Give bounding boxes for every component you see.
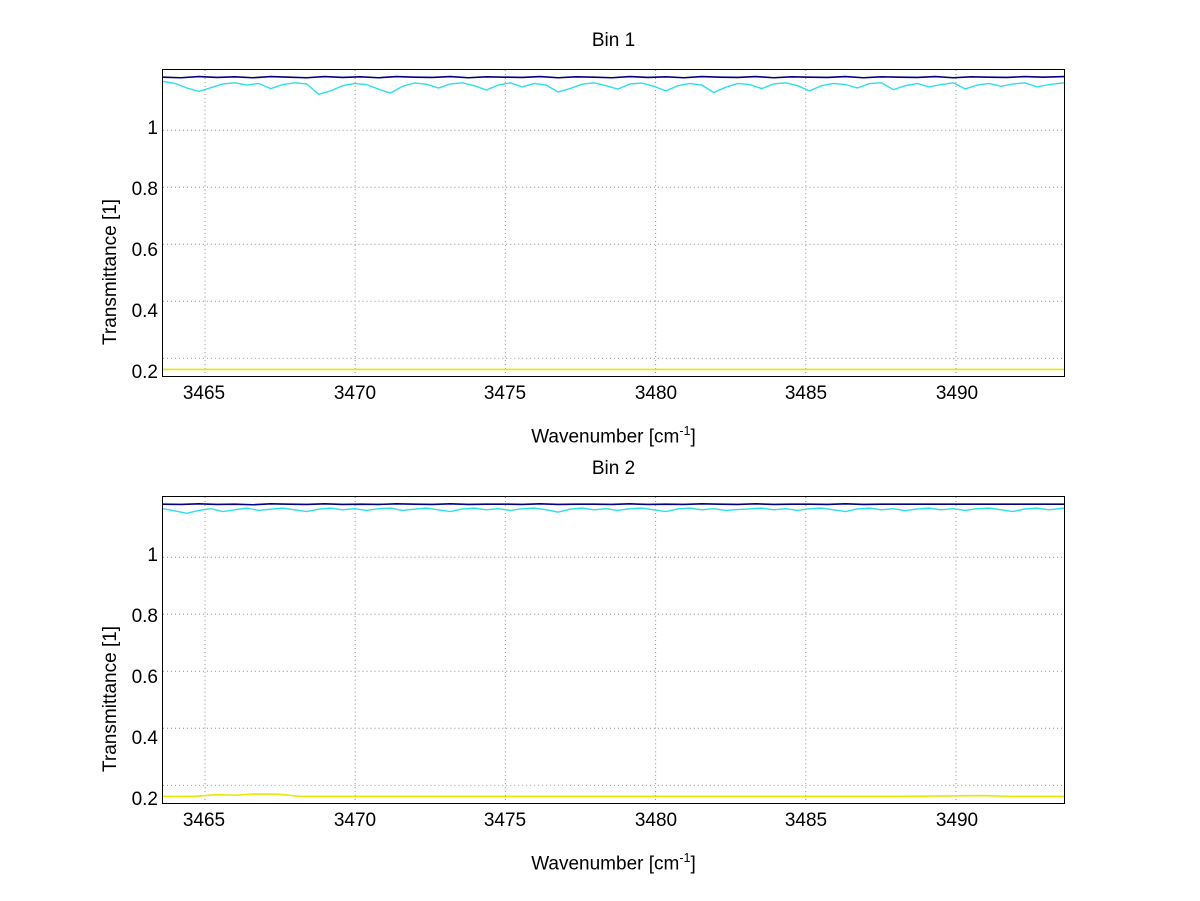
x-axis-label-pre: Wavenumber [cm bbox=[531, 853, 680, 875]
xtick-label: 3475 bbox=[483, 383, 527, 404]
plot-svg-bin-2 bbox=[163, 497, 1064, 803]
trace-cyan-lower bbox=[163, 507, 1064, 515]
xtick-label: 3465 bbox=[182, 383, 226, 404]
horizontal-gridlines bbox=[163, 129, 1064, 359]
xtick-label: 3485 bbox=[784, 383, 828, 404]
subplot-bin-2: Bin 2 0.2 0.4 0.6 0.8 1 Transmittance [1… bbox=[0, 440, 1200, 901]
xtick-label: 3480 bbox=[634, 383, 678, 404]
xtick-label: 3470 bbox=[333, 810, 377, 831]
plot-area-bin-1 bbox=[162, 69, 1065, 377]
horizontal-gridlines bbox=[163, 556, 1064, 786]
vertical-gridlines bbox=[204, 70, 957, 376]
trace-yellow-baseline bbox=[163, 793, 1064, 798]
y-axis-label: Transmittance [1] bbox=[100, 198, 121, 345]
ytick-label: 0.8 bbox=[131, 606, 158, 627]
x-axis-label-exponent: -1 bbox=[679, 851, 691, 865]
x-axis-label-exponent: -1 bbox=[679, 424, 691, 438]
ytick-label: 1 bbox=[147, 545, 158, 566]
ytick-label: 0.6 bbox=[131, 240, 158, 261]
x-axis-label-post: ] bbox=[690, 426, 696, 448]
xtick-label: 3490 bbox=[935, 383, 979, 404]
plot-area-bin-2 bbox=[162, 496, 1065, 804]
trace-navy-upper bbox=[163, 75, 1064, 79]
x-axis-label-post: ] bbox=[690, 853, 696, 875]
xtick-label: 3470 bbox=[333, 383, 377, 404]
ytick-label: 0.8 bbox=[131, 179, 158, 200]
xtick-label: 3485 bbox=[784, 810, 828, 831]
plot-svg-bin-1 bbox=[163, 70, 1064, 376]
x-axis-label: Wavenumber [cm-1] bbox=[162, 424, 1065, 448]
panel-title-bin-1: Bin 1 bbox=[591, 30, 636, 51]
x-axis-label: Wavenumber [cm-1] bbox=[162, 851, 1065, 875]
x-axis-label-pre: Wavenumber [cm bbox=[531, 426, 680, 448]
ytick-label: 0.4 bbox=[131, 301, 158, 322]
ytick-label: 0.2 bbox=[131, 362, 158, 383]
xtick-label: 3465 bbox=[182, 810, 226, 831]
y-axis-label: Transmittance [1] bbox=[100, 625, 121, 772]
xtick-label: 3475 bbox=[483, 810, 527, 831]
xtick-label: 3490 bbox=[935, 810, 979, 831]
ytick-label: 0.4 bbox=[131, 728, 158, 749]
panel-title-bin-2: Bin 2 bbox=[591, 458, 636, 479]
xtick-label: 3480 bbox=[634, 810, 678, 831]
ytick-label: 0.6 bbox=[131, 667, 158, 688]
ytick-label: 0.2 bbox=[131, 789, 158, 810]
subplot-bin-1: Bin 1 0.2 0.4 0.6 0.8 1 Transmittance [1… bbox=[100, 30, 1065, 448]
vertical-gridlines bbox=[204, 497, 957, 803]
trace-navy-upper bbox=[163, 503, 1064, 506]
trace-cyan-lower bbox=[163, 80, 1064, 96]
ytick-label: 1 bbox=[147, 118, 158, 139]
